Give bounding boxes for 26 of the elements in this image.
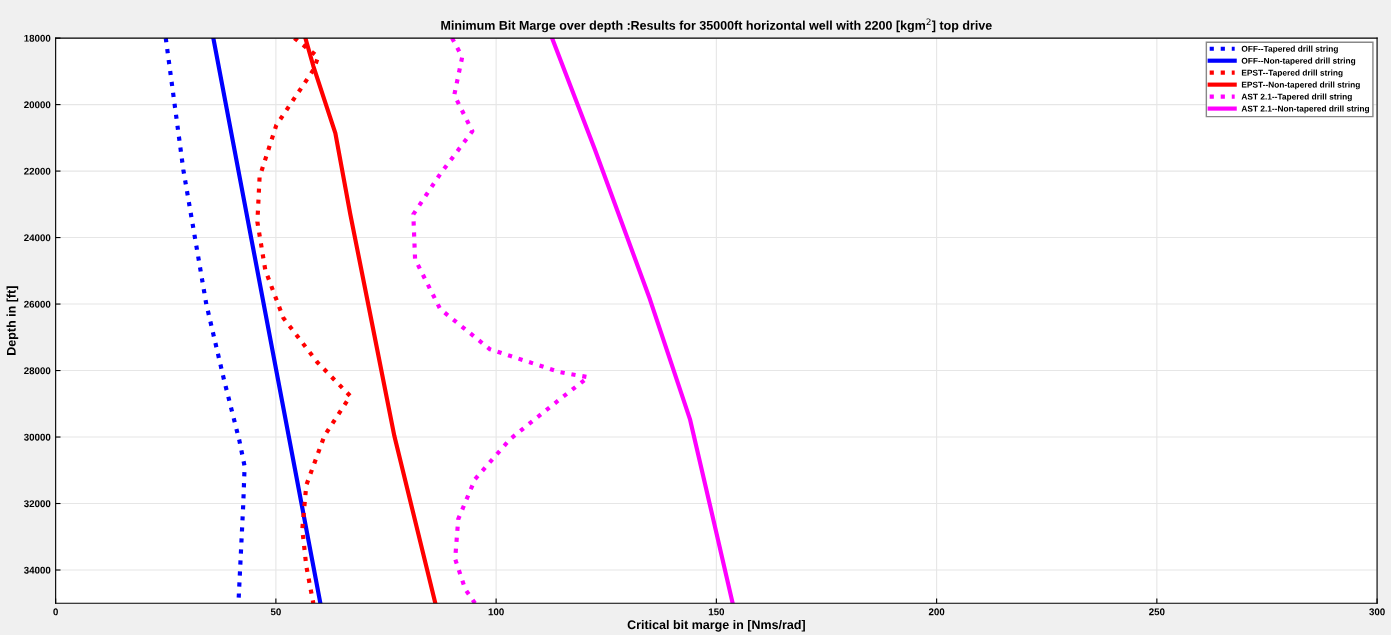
legend-label: AST 2.1--Tapered drill string <box>1241 93 1352 102</box>
legend-label: OFF--Non-tapered drill string <box>1241 57 1356 66</box>
x-axis-title: Critical bit marge in [Nms/rad] <box>627 619 805 632</box>
x-tick-label: 250 <box>1149 608 1165 616</box>
y-tick-label: 30000 <box>23 433 51 441</box>
x-tick-label: 150 <box>708 608 725 616</box>
line-series <box>549 38 735 604</box>
x-tick-label: 50 <box>270 608 281 616</box>
y-tick-label: 32000 <box>23 500 51 508</box>
y-tick-label: 22000 <box>24 167 51 175</box>
legend-label: OFF--Tapered drill string <box>1241 45 1338 54</box>
legend-label: EPST--Non-tapered drill string <box>1241 81 1360 90</box>
legend-label: AST 2.1--Non-tapered drill string <box>1241 105 1370 114</box>
y-axis-title: Depth in [ft] <box>6 286 19 355</box>
y-tick-label: 26000 <box>24 300 51 308</box>
y-tick-label: 28000 <box>24 367 51 375</box>
x-tick-label: 200 <box>928 608 945 616</box>
chart-title: Minimum Bit Marge over depth :Results for 35000ft horizontal well with 2200 [kgm$^{2}$] top drive <box>441 18 992 33</box>
y-tick-label: 20000 <box>24 101 51 109</box>
x-tick-label: 100 <box>488 608 504 616</box>
x-tick-label: 0 <box>53 608 58 616</box>
x-tick-label: 300 <box>1369 608 1385 616</box>
y-tick-label: 24000 <box>24 234 51 242</box>
y-tick-label: 18000 <box>24 34 51 42</box>
legend-label: EPST--Tapered drill string <box>1241 69 1343 78</box>
y-tick-label: 34000 <box>23 566 51 574</box>
